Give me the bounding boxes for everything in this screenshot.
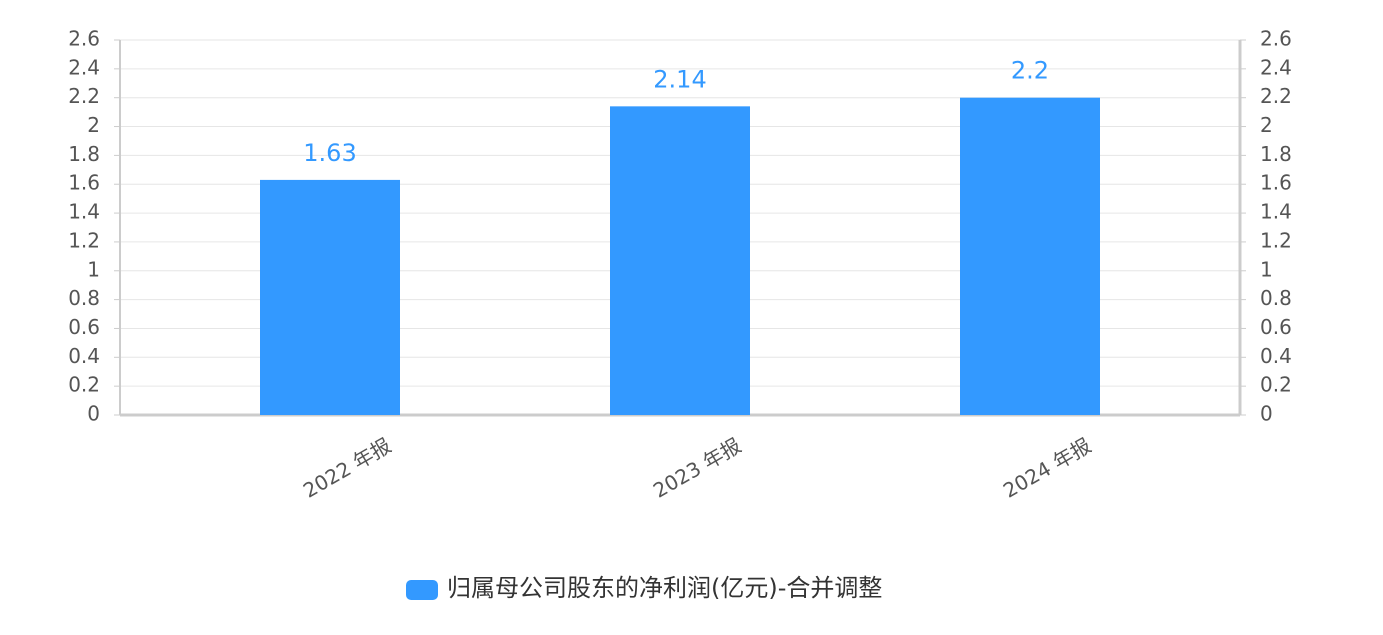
legend-label: 归属母公司股东的净利润(亿元)-合并调整 <box>447 574 882 602</box>
y-tick-label: 0.4 <box>68 344 100 368</box>
y2-tick-label: 1.8 <box>1260 142 1292 166</box>
y2-tick-label: 0.6 <box>1260 315 1292 339</box>
y2-tick-label: 1.6 <box>1260 171 1292 195</box>
x-tick-label: 2023 年报 <box>649 433 745 502</box>
y2-tick-label: 2.4 <box>1260 55 1292 79</box>
legend-swatch <box>406 580 438 600</box>
y-tick-label: 2.2 <box>68 84 100 108</box>
value-label: 1.63 <box>303 139 356 167</box>
bar <box>260 179 400 415</box>
y2-tick-label: 0.8 <box>1260 286 1292 310</box>
x-tick-label: 2024 年报 <box>999 433 1095 502</box>
y-tick-label: 0.6 <box>68 315 100 339</box>
y2-tick-label: 1.2 <box>1260 228 1292 252</box>
y2-tick-label: 0 <box>1260 402 1273 426</box>
y2-tick-label: 0.4 <box>1260 344 1292 368</box>
value-label: 2.2 <box>1011 57 1049 85</box>
bar <box>610 106 750 415</box>
y-tick-label: 1.8 <box>68 142 100 166</box>
y-tick-label: 2.4 <box>68 55 100 79</box>
y-tick-label: 0 <box>87 402 100 426</box>
y-tick-label: 0.8 <box>68 286 100 310</box>
y-tick-label: 2.6 <box>68 27 100 51</box>
y2-tick-label: 0.2 <box>1260 373 1292 397</box>
bar <box>960 97 1100 415</box>
y2-tick-label: 2.2 <box>1260 84 1292 108</box>
y-tick-label: 2 <box>87 113 100 137</box>
y-tick-label: 1.6 <box>68 171 100 195</box>
y-tick-label: 0.2 <box>68 373 100 397</box>
y-tick-label: 1.4 <box>68 200 100 224</box>
y2-tick-label: 1 <box>1260 257 1273 281</box>
y-tick-label: 1 <box>87 257 100 281</box>
y2-tick-label: 2.6 <box>1260 27 1292 51</box>
x-tick-label: 2022 年报 <box>299 433 395 502</box>
y2-tick-label: 2 <box>1260 113 1273 137</box>
value-label: 2.14 <box>653 65 706 93</box>
y2-tick-label: 1.4 <box>1260 200 1292 224</box>
y-tick-label: 1.2 <box>68 228 100 252</box>
